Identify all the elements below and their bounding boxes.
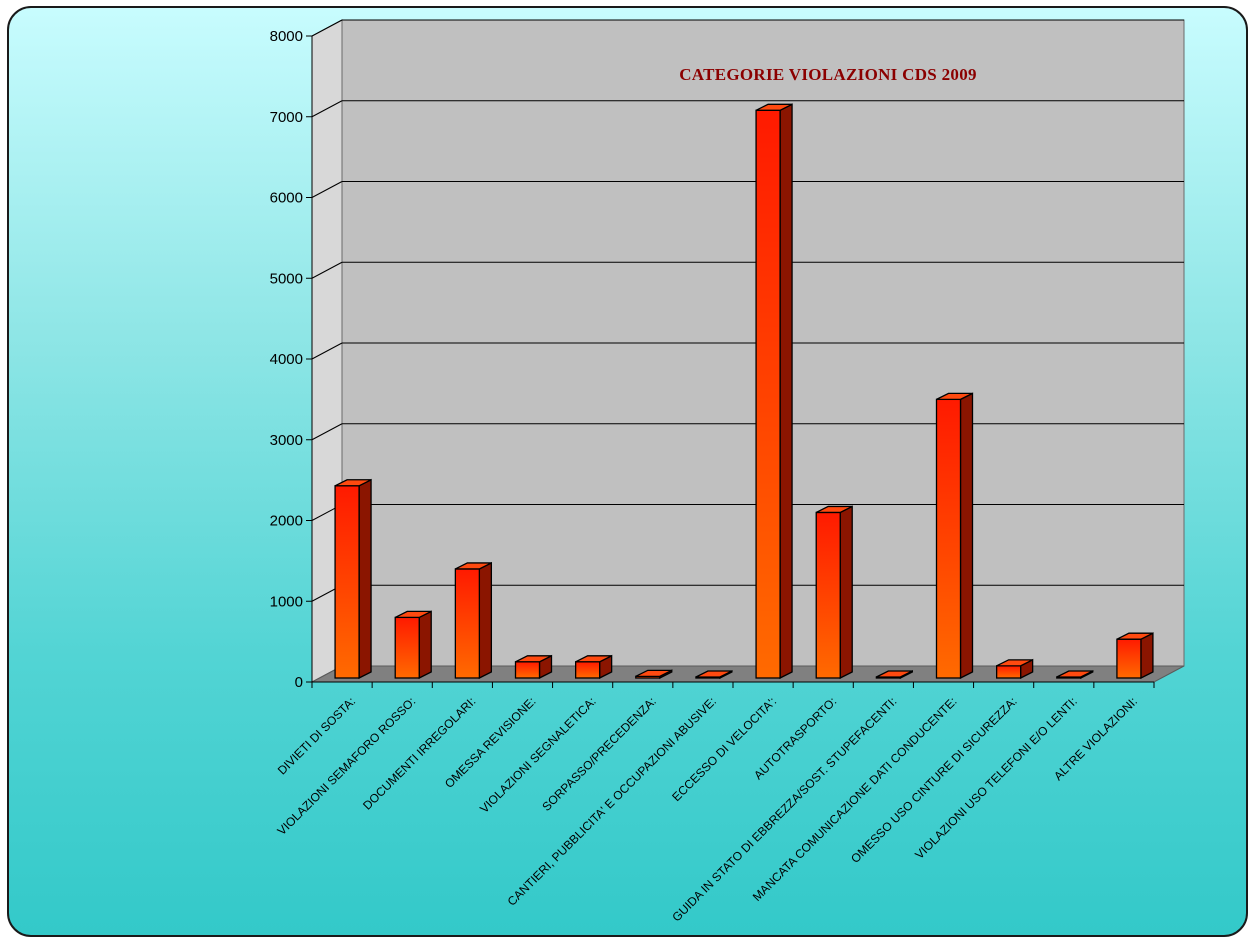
plot-area bbox=[311, 19, 1185, 683]
x-tick-label: GUIDA IN STATO DI EBBREZZA/SOST. STUPEFA… bbox=[669, 694, 899, 924]
bar bbox=[935, 398, 962, 679]
bar bbox=[574, 661, 601, 679]
bar-side bbox=[959, 392, 974, 680]
bar-top bbox=[695, 670, 733, 678]
x-tick-label: ECCESSO DI VELOCITA': bbox=[669, 694, 779, 804]
bar bbox=[815, 511, 841, 679]
bar-top bbox=[635, 669, 673, 677]
chart-title: CATEGORIE VIOLAZIONI CDS 2009 bbox=[679, 65, 977, 84]
gridline-side bbox=[311, 423, 343, 441]
gridline-side bbox=[311, 100, 343, 118]
bar bbox=[334, 485, 360, 679]
y-tick-label: 4000 bbox=[270, 351, 303, 368]
y-tick-label: 0 bbox=[295, 674, 303, 691]
bar bbox=[514, 661, 541, 679]
x-tick-label: VIOLAZIONI SEGNALETICA: bbox=[477, 694, 599, 816]
bar-side bbox=[1140, 632, 1154, 680]
bar-top bbox=[1056, 670, 1094, 678]
y-tick-label: 8000 bbox=[270, 28, 303, 45]
bar-top bbox=[815, 505, 853, 514]
bar-top bbox=[334, 479, 372, 487]
bar bbox=[394, 616, 420, 679]
bar bbox=[454, 568, 481, 679]
bar-top bbox=[876, 670, 913, 678]
gridline-side bbox=[311, 19, 343, 37]
y-tick-label: 5000 bbox=[270, 270, 303, 287]
y-tick-label: 2000 bbox=[270, 513, 303, 530]
bars-group bbox=[334, 103, 1154, 680]
gridline-side bbox=[311, 181, 343, 198]
bar-top bbox=[394, 610, 432, 619]
bar-side bbox=[478, 561, 493, 680]
bar-top bbox=[575, 655, 612, 663]
y-tick-label: 6000 bbox=[270, 190, 303, 207]
y-tick-label: 3000 bbox=[270, 432, 303, 449]
bar-top bbox=[936, 392, 973, 401]
x-tick-label: DOCUMENTI IRREGOLARI: bbox=[360, 694, 478, 812]
gridline-side bbox=[311, 261, 343, 279]
bar-side bbox=[358, 478, 372, 680]
bar-top bbox=[1116, 632, 1154, 640]
gridline-side bbox=[311, 342, 343, 360]
bar-side bbox=[418, 610, 432, 680]
bar bbox=[1116, 638, 1142, 679]
bar-top bbox=[755, 103, 793, 111]
bar-top bbox=[515, 655, 552, 663]
x-tick-label: MANCATA COMUNICAZIONE DATI CONDUCENTE: bbox=[750, 694, 960, 904]
slide-background: 0 1000 2000 3000 4000 5000 6000 7000 8000 DIVIETI… bbox=[7, 6, 1248, 937]
bar-chart: 010002000300040005000600070008000DIVIETI… bbox=[270, 19, 1185, 924]
x-tick-label: CANTIERI, PUBBLICITA' E OCCUPAZIONI ABUS… bbox=[505, 694, 719, 908]
bar-top bbox=[996, 659, 1033, 667]
plot-floor bbox=[311, 665, 1185, 683]
bar bbox=[995, 665, 1022, 679]
x-tick-label: SORPASSO/PRECEDENZA: bbox=[539, 694, 659, 814]
bar bbox=[755, 109, 781, 679]
bar-side bbox=[839, 505, 853, 680]
bar-side bbox=[779, 103, 793, 680]
bar-top bbox=[455, 562, 492, 570]
y-tick-label: 7000 bbox=[270, 109, 303, 126]
y-tick-label: 1000 bbox=[270, 593, 303, 610]
